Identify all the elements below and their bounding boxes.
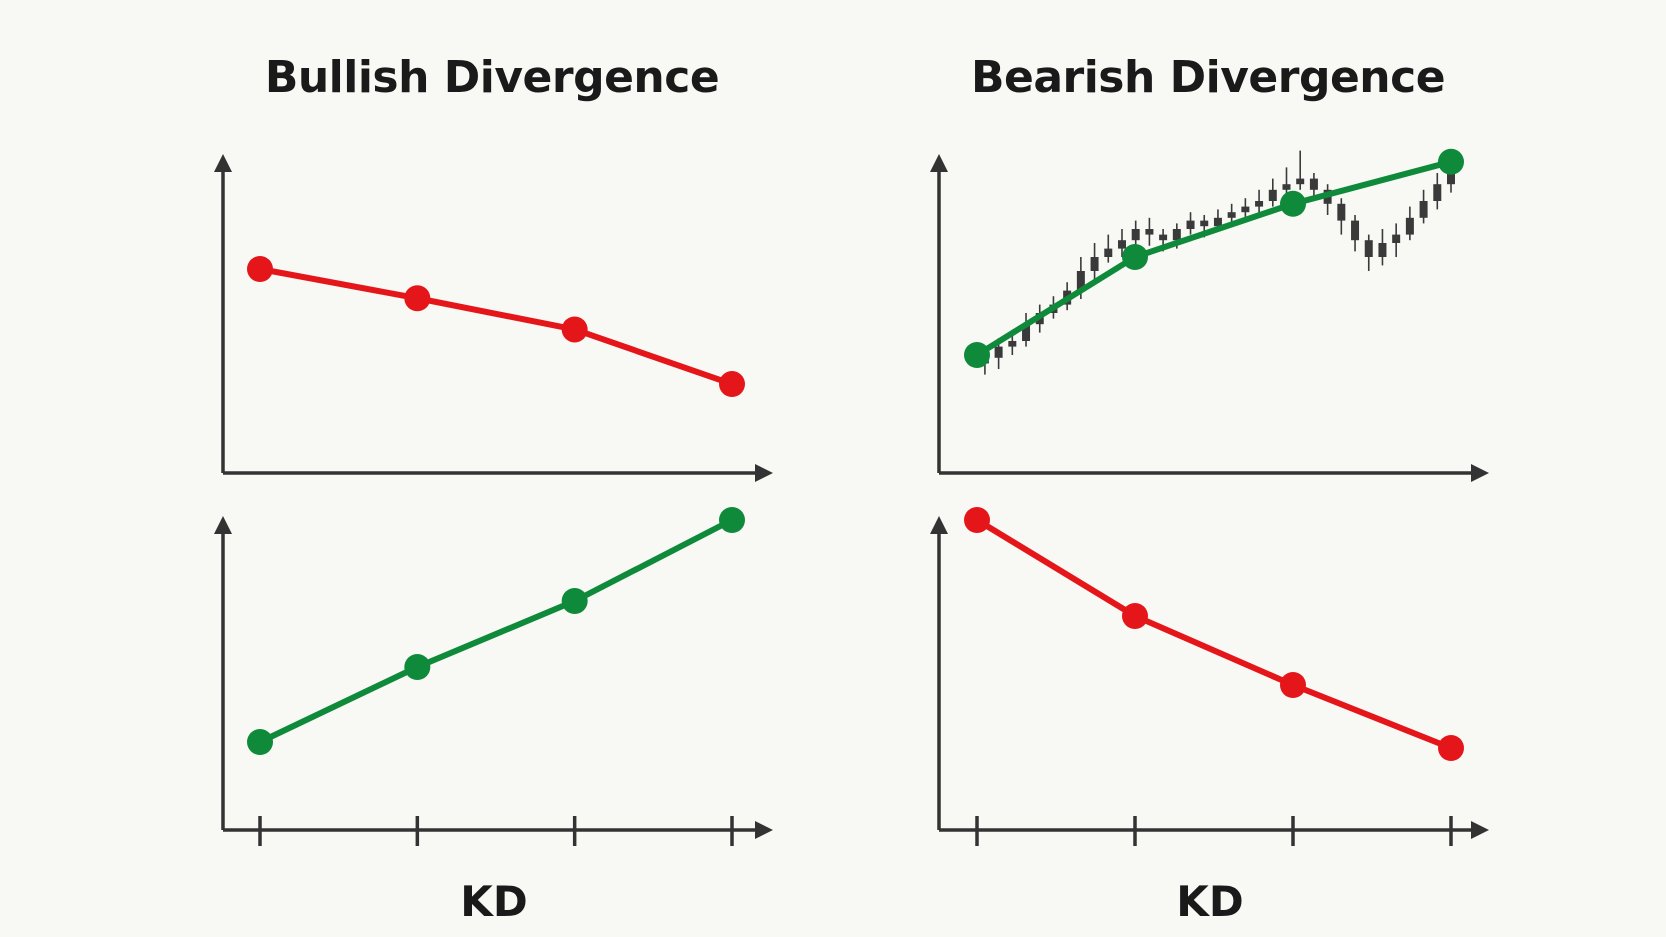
candle-body — [1419, 201, 1428, 218]
bearish-kd-line — [974, 517, 1454, 751]
candle-body — [1309, 178, 1318, 190]
candle-body — [1186, 220, 1195, 229]
candle-body — [1145, 229, 1154, 235]
candle-body — [1433, 184, 1442, 201]
bullish-kd-x-arrow — [755, 821, 773, 839]
candle-body — [1090, 257, 1099, 271]
bearish-kd-point-1 — [964, 507, 990, 533]
bearish-title: Bearish Divergence — [970, 52, 1446, 103]
bearish-kd-label: KD — [1176, 877, 1244, 926]
bearish-kd-y-arrow — [930, 516, 948, 534]
candle-body — [1255, 201, 1264, 207]
bearish-price-point-1 — [964, 342, 990, 368]
candle-body — [1159, 234, 1168, 241]
bullish-price-point-4 — [719, 371, 745, 398]
bullish-price-line — [257, 266, 735, 388]
bullish-price-x-arrow — [755, 464, 773, 482]
bullish-kd-y-arrow — [214, 516, 232, 534]
candle-body — [1227, 212, 1236, 218]
candle-body — [1172, 229, 1181, 241]
candle-body — [1447, 167, 1455, 185]
bearish-kd-point-3 — [1280, 672, 1306, 698]
candle-body — [1364, 240, 1373, 257]
bearish-price-point-2 — [1122, 244, 1148, 270]
bullish-title: Bullish Divergence — [264, 52, 720, 103]
bullish-kd-point-2 — [404, 654, 431, 680]
candle-body — [1076, 271, 1085, 291]
bearish-kd-point-2 — [1122, 603, 1148, 629]
bullish-price-y-arrow — [214, 154, 232, 172]
bearish-price-x-arrow — [1471, 464, 1489, 482]
candle-body — [1008, 341, 1017, 347]
candle-body — [1117, 240, 1126, 249]
bullish-kd-point-1 — [247, 729, 273, 755]
bullish-price-point-3 — [561, 316, 588, 343]
candle-body — [1405, 217, 1414, 235]
bullish-price-point-1 — [247, 256, 273, 282]
candle-body — [1282, 184, 1291, 190]
candle-body — [994, 346, 1003, 358]
candle-body — [1378, 243, 1387, 257]
bearish-price-point-4 — [1438, 148, 1464, 175]
candle-body — [1392, 234, 1401, 243]
bearish-price-point-3 — [1280, 190, 1306, 217]
bullish-kd-point-3 — [561, 588, 588, 614]
bearish-price-line — [974, 158, 1454, 358]
candle-body — [1022, 324, 1031, 341]
candle-body — [1241, 206, 1250, 213]
bullish-price-point-2 — [404, 285, 431, 312]
candle-body — [1337, 203, 1346, 221]
bullish-kd-label: KD — [460, 877, 528, 926]
candle-body — [1296, 178, 1305, 185]
candle-body — [1200, 220, 1209, 227]
candle-body — [1104, 248, 1113, 257]
candle-body — [1351, 220, 1360, 241]
bullish-kd-line — [257, 517, 735, 745]
candle-body — [1131, 229, 1140, 241]
candle-body — [1213, 217, 1222, 227]
candle-body — [1268, 189, 1277, 201]
bearish-kd-point-4 — [1438, 735, 1464, 761]
bullish-kd-point-4 — [719, 507, 745, 533]
bearish-kd-x-arrow — [1471, 821, 1489, 839]
bearish-price-y-arrow — [930, 154, 948, 172]
